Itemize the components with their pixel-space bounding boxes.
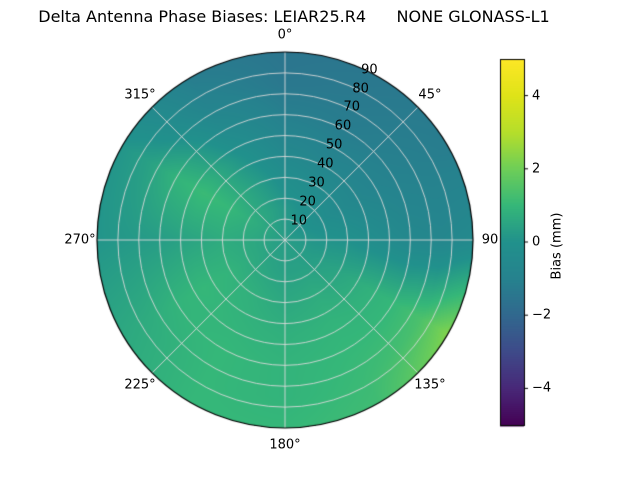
angular-tick-label: 135° [414,377,446,393]
radial-tick-label: 30 [308,175,325,191]
colorbar-axis-label: Bias (mm) [549,212,565,280]
radial-tick-label: 10 [290,213,308,229]
radial-tick-label: 40 [317,156,334,172]
colorbar-tick-label: −2 [532,307,552,323]
radial-tick-label: 60 [334,118,352,134]
radial-tick-label: 50 [325,137,343,153]
angular-tick-label: 45° [418,87,442,103]
radial-tick-label: 20 [299,194,316,210]
radial-tick-label: 70 [343,99,361,115]
colorbar-tick-label: −4 [532,380,552,396]
colorbar-tick-label: 2 [532,161,541,177]
angular-tick-label: 180° [269,437,301,453]
angular-tick-label: 315° [124,87,156,103]
angular-tick-label: 270° [64,232,96,248]
angular-tick-label: 0° [277,27,293,43]
radial-tick-label: 90 [361,62,378,78]
angular-tick-label: 225° [124,377,156,393]
colorbar-tick-label: 0 [532,234,541,250]
radial-tick-label: 80 [352,81,369,97]
angular-tick-label: 90 [481,232,499,248]
colorbar-tick-label: 4 [532,88,541,104]
